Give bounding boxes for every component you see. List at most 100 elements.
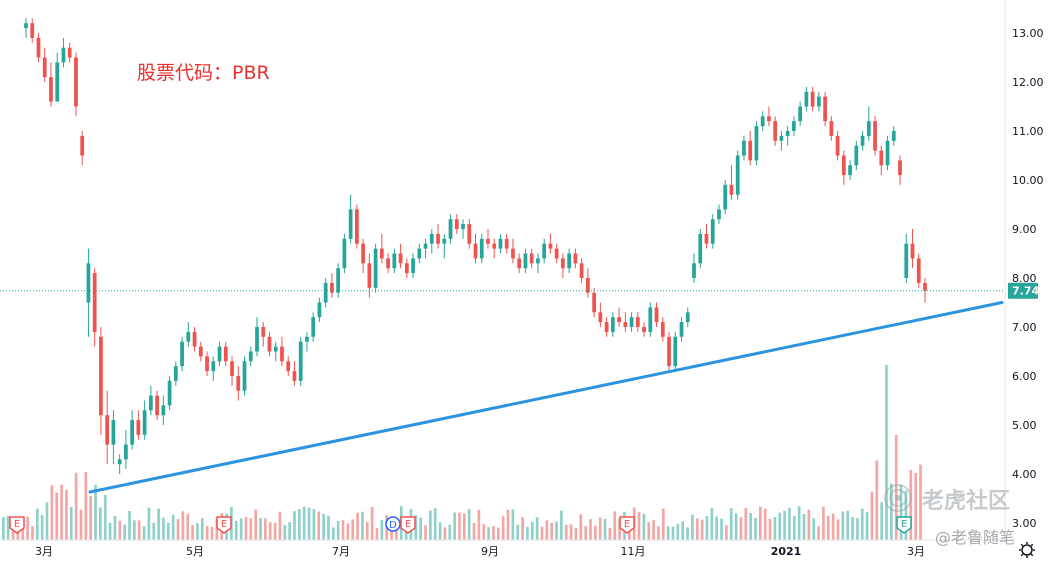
candle	[685, 307, 690, 327]
candle	[205, 351, 209, 376]
candle	[848, 160, 852, 180]
candle	[660, 317, 665, 342]
candle	[841, 150, 846, 185]
candle	[879, 145, 884, 176]
volume-bar	[147, 507, 151, 540]
volume-bar	[875, 460, 879, 540]
earnings-marker[interactable]: E	[896, 516, 912, 534]
candle	[61, 37, 66, 68]
candle	[124, 429, 128, 470]
volume-bar	[564, 524, 568, 540]
volume-bar	[40, 515, 44, 540]
volume-bar	[773, 517, 777, 540]
volume-bar	[666, 526, 670, 540]
volume-bar	[768, 518, 772, 540]
volume-bar	[909, 470, 913, 540]
candle	[411, 253, 415, 278]
candle	[592, 287, 596, 318]
volume-bar	[186, 513, 190, 540]
volume-bar	[540, 526, 544, 540]
candle	[273, 341, 278, 362]
volume-bar	[69, 507, 73, 540]
volume-bar	[123, 524, 126, 540]
candle	[910, 229, 915, 269]
volume-bar	[904, 490, 908, 540]
earnings-marker[interactable]: E	[400, 516, 416, 534]
volume-bar	[826, 515, 830, 540]
volume-bar	[448, 524, 452, 540]
volume-bar	[327, 515, 330, 540]
candle	[448, 214, 453, 244]
earnings-marker[interactable]: E	[216, 516, 232, 534]
candle	[436, 224, 440, 249]
candle	[467, 219, 472, 249]
earnings-marker[interactable]: E	[619, 516, 635, 534]
watermark-author: @老鲁随笔	[935, 528, 1015, 547]
volume-bar	[851, 516, 854, 540]
volume-bar	[94, 484, 97, 540]
volume-bars	[2, 365, 922, 540]
volume-bar	[196, 523, 199, 540]
volume-bar	[278, 511, 282, 540]
volume-bar	[60, 484, 63, 540]
volume-bar	[812, 518, 816, 540]
volume-bar	[370, 506, 374, 540]
candle	[548, 233, 553, 254]
candle	[561, 253, 565, 278]
gear-icon[interactable]	[1019, 542, 1035, 558]
volume-bar	[181, 511, 185, 540]
volume-bar	[501, 516, 505, 540]
volume-bar	[128, 510, 131, 540]
volume-bar	[705, 516, 709, 540]
volume-bar	[467, 508, 471, 540]
volume-bar	[31, 526, 34, 540]
volume-bar	[792, 516, 796, 540]
volume-bar	[99, 507, 102, 540]
volume-bar	[725, 525, 728, 540]
volume-bar	[822, 506, 825, 540]
candle	[130, 410, 135, 450]
volume-bar	[598, 517, 602, 540]
trendline[interactable]	[88, 301, 1004, 494]
volume-bar	[346, 523, 350, 540]
candle	[99, 327, 103, 435]
candle	[305, 331, 309, 352]
volume-bar	[157, 508, 160, 540]
candle	[42, 47, 47, 82]
candle	[230, 356, 234, 386]
volume-bar	[647, 522, 651, 540]
candle	[504, 233, 509, 254]
volume-bar	[492, 526, 495, 540]
candle	[24, 18, 28, 38]
candle	[180, 336, 184, 372]
volume-bar	[579, 514, 583, 540]
volume-bar	[463, 513, 466, 540]
candle	[735, 150, 740, 200]
last-price-value: 7.74	[1012, 285, 1039, 298]
candle	[760, 111, 765, 131]
dividend-marker[interactable]: D	[385, 516, 401, 532]
earnings-marker[interactable]: E	[9, 516, 25, 534]
candle	[92, 268, 97, 347]
candle	[386, 253, 390, 274]
candle	[798, 101, 803, 127]
candle	[648, 302, 653, 337]
volume-bar	[506, 509, 510, 540]
volume-bar	[778, 512, 782, 540]
volume-bar	[302, 506, 306, 540]
volume-bar	[865, 512, 869, 540]
volume-bar	[79, 509, 83, 540]
chart-title: 股票代码：PBR	[137, 62, 270, 84]
candle	[742, 135, 746, 161]
candle	[392, 248, 397, 274]
volume-bar	[361, 511, 364, 540]
volume-bar	[477, 509, 481, 540]
event-label: E	[624, 519, 630, 530]
volume-bar	[152, 522, 156, 540]
y-tick-label: 12.00	[1012, 76, 1044, 89]
volume-bar	[239, 518, 243, 540]
candle	[136, 410, 141, 440]
volume-bar	[681, 521, 685, 540]
volume-bar	[482, 524, 486, 540]
